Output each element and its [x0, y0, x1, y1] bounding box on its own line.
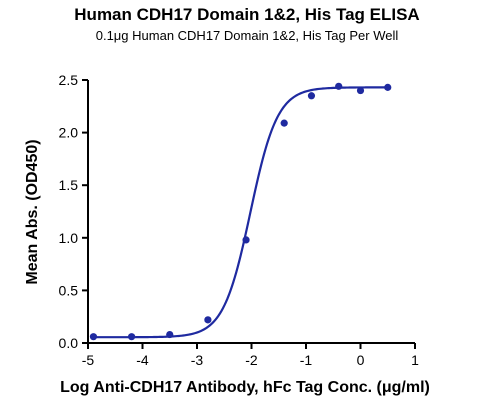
x-axis-label: Log Anti-CDH17 Antibody, hFc Tag Conc. (…	[60, 379, 430, 396]
data-point	[166, 330, 174, 339]
x-tick-label: 1	[411, 352, 419, 368]
y-axis-ticks: 0.0 0.5 1.0 1.5 2.0 2.5	[59, 72, 88, 351]
x-axis-ticks: -5 -4 -3 -2 -1 0 1	[82, 343, 419, 368]
plot-area	[89, 82, 392, 341]
data-point	[242, 236, 250, 244]
data-point	[307, 92, 316, 100]
y-tick-label: 1.0	[59, 230, 79, 246]
y-tick-label: 2.0	[59, 125, 79, 141]
data-point	[128, 333, 136, 341]
y-tick-label: 1.5	[59, 177, 79, 193]
fit-curve	[93, 86, 388, 339]
data-point	[384, 83, 392, 91]
chart-subtitle: 0.1μg Human CDH17 Domain 1&2, His Tag Pe…	[96, 28, 399, 43]
x-tick-label: -1	[300, 352, 313, 368]
chart-title: Human CDH17 Domain 1&2, His Tag ELISA	[74, 5, 419, 24]
data-point	[204, 316, 212, 324]
x-tick-label: 0	[357, 352, 365, 368]
x-tick-label: -2	[245, 352, 258, 368]
data-point	[89, 333, 98, 341]
y-axis-label: Mean Abs. (OD450)	[24, 139, 41, 284]
data-point	[335, 82, 343, 90]
data-point	[280, 119, 288, 127]
y-tick-label: 0.5	[59, 282, 79, 298]
x-tick-label: -3	[191, 352, 204, 368]
x-tick-label: -5	[82, 352, 95, 368]
y-tick-label: 0.0	[59, 335, 79, 351]
y-tick-label: 2.5	[59, 72, 79, 88]
x-tick-label: -4	[136, 352, 149, 368]
data-point	[356, 86, 365, 95]
